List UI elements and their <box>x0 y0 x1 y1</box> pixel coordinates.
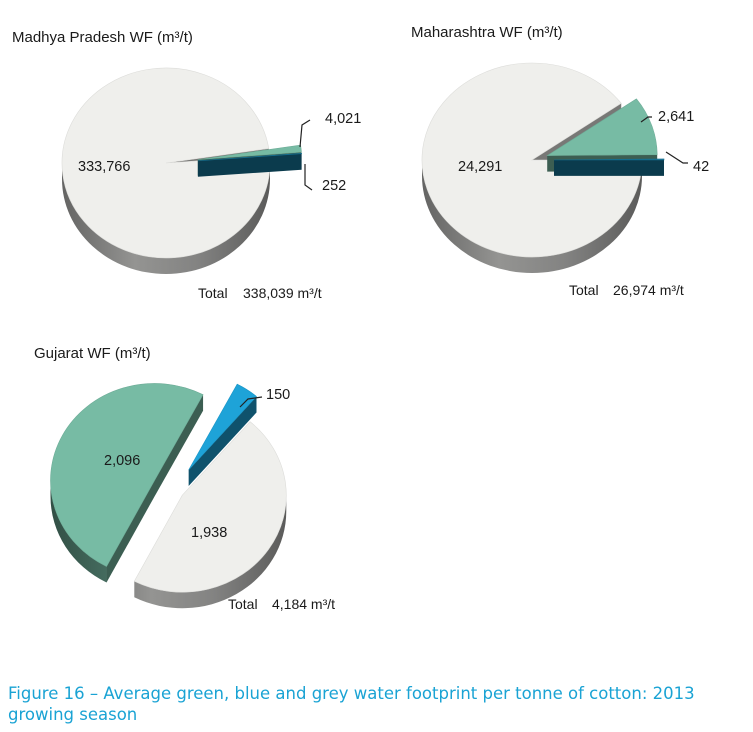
total-madhya-pradesh: Total 338,039 m³/t <box>198 285 322 301</box>
leader-line-madhya-green <box>299 119 311 148</box>
chart-title-maharashtra: Maharashtra WF (m³/t) <box>411 24 563 41</box>
leader-line-madhya-blue <box>304 164 313 191</box>
slice-cut-gujarat-1-1 <box>154 394 204 497</box>
total-label-gujarat: Total <box>228 596 258 612</box>
slice-cut-gujarat-2-1 <box>188 396 257 486</box>
total-gujarat: Total 4,184 m³/t <box>228 596 335 612</box>
slice-gujarat-0 <box>133 421 287 609</box>
slice-top-madhya-0 <box>61 67 271 259</box>
slice-label-gujarat-grey: 1,938 <box>191 525 227 541</box>
slice-label-gujarat-blue: 150 <box>266 387 290 403</box>
slice-madhya-2 <box>197 152 302 177</box>
slice-side-gujarat-1 <box>50 480 107 583</box>
slice-top-maharashtra-2 <box>553 158 665 161</box>
slice-top-gujarat-1 <box>50 383 204 567</box>
slice-top-madhya-2 <box>197 152 302 162</box>
slice-label-maharashtra-blue: 42 <box>693 159 709 175</box>
figure-caption: Figure 16 – Average green, blue and grey… <box>8 684 695 724</box>
slice-gujarat-2 <box>188 383 257 486</box>
total-label-madhya: Total <box>198 285 228 301</box>
leader-line-gujarat-blue <box>239 396 263 408</box>
slice-gujarat-1 <box>50 383 204 583</box>
slice-top-gujarat-2 <box>188 383 257 471</box>
slice-label-maharashtra-grey: 24,291 <box>458 159 502 175</box>
charts-canvas: Madhya Pradesh WF (m³/t) 333,766 4,021 2… <box>12 24 709 612</box>
slice-top-gujarat-0 <box>133 421 287 593</box>
total-value-maharashtra: 26,974 m³/t <box>613 282 684 298</box>
total-maharashtra: Total 26,974 m³/t <box>569 282 684 298</box>
slice-label-gujarat-green: 2,096 <box>104 453 140 469</box>
slice-label-madhya-grey: 333,766 <box>78 159 130 175</box>
leader-line-maharashtra-blue <box>665 151 688 164</box>
leader-line-maharashtra-green <box>640 116 652 123</box>
slice-side-madhya-0 <box>62 163 270 274</box>
slice-cut-madhya-2-1 <box>197 153 302 177</box>
slice-top-maharashtra-0 <box>421 62 643 258</box>
pie-chart-maharashtra: Maharashtra WF (m³/t) 24,291 2,641 42 To… <box>411 24 709 298</box>
slice-top-maharashtra-1 <box>546 98 658 156</box>
slice-cut-gujarat-1-0 <box>106 480 155 583</box>
total-value-gujarat: 4,184 m³/t <box>272 596 335 612</box>
slice-cut-maharashtra-2-1 <box>553 159 664 176</box>
pie-chart-gujarat: Gujarat WF (m³/t) 2,096 1,938 150 Total … <box>34 345 335 612</box>
slice-maharashtra-2 <box>553 158 665 176</box>
slice-label-madhya-blue: 252 <box>322 178 346 194</box>
slice-label-maharashtra-green: 2,641 <box>658 109 694 125</box>
pie-chart-madhya-pradesh: Madhya Pradesh WF (m³/t) 333,766 4,021 2… <box>12 29 361 301</box>
chart-title-gujarat: Gujarat WF (m³/t) <box>34 345 151 362</box>
total-value-madhya: 338,039 m³/t <box>243 285 322 301</box>
chart-title-madhya-pradesh: Madhya Pradesh WF (m³/t) <box>12 29 193 46</box>
slice-side-maharashtra-0 <box>422 160 642 273</box>
slice-side-gujarat-0 <box>134 495 287 609</box>
slice-label-madhya-green: 4,021 <box>325 111 361 127</box>
total-label-maharashtra: Total <box>569 282 599 298</box>
